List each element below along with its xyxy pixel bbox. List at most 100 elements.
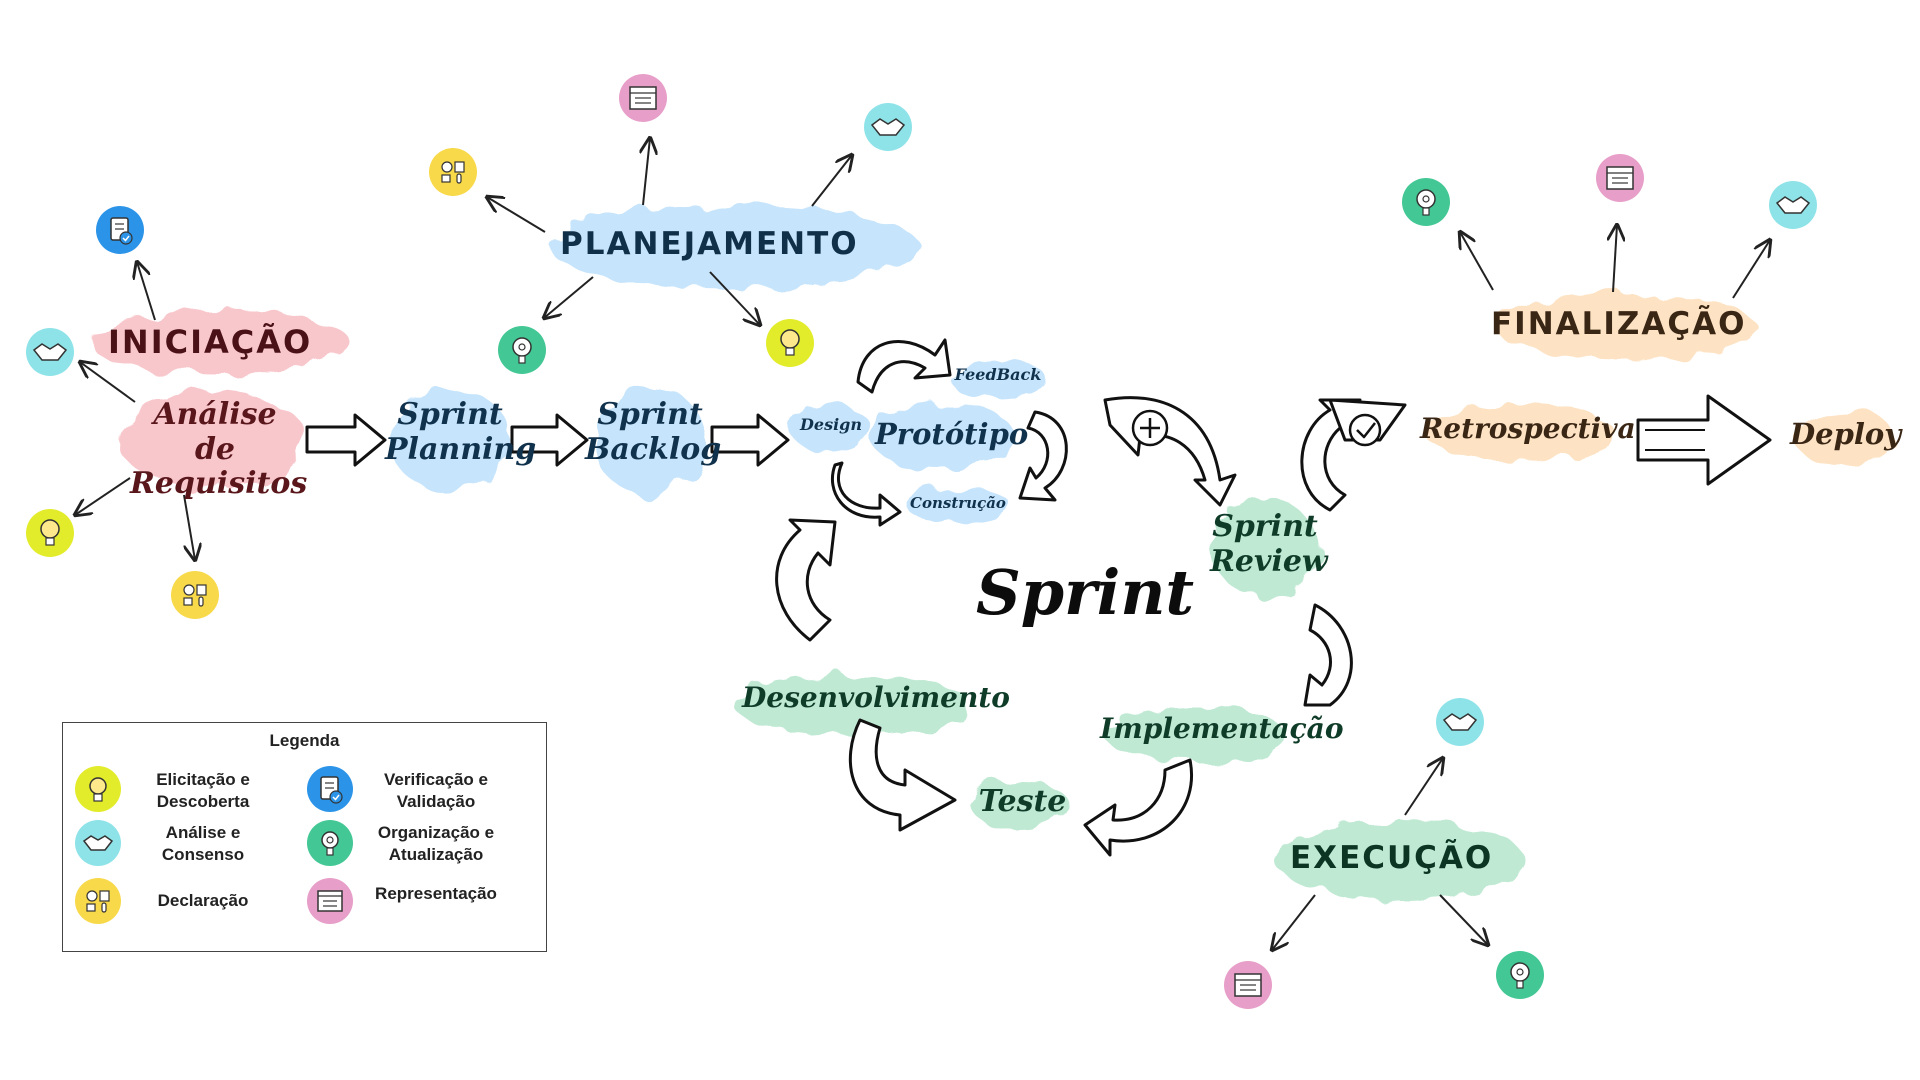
stage-icons: [26, 74, 1817, 1009]
step-construcao: Construção: [910, 494, 1006, 512]
connector-arrow: [137, 262, 156, 321]
legend-label-declaracao: Declaração: [133, 890, 273, 912]
legend-label-line: Representação: [375, 884, 497, 903]
flow-arrow-big-right: [1636, 394, 1772, 486]
lightbulb-icon: [766, 319, 814, 367]
step-line: Análise de: [153, 397, 277, 467]
connector-arrow: [1460, 232, 1494, 291]
phase-execucao: EXECUÇÃO: [1290, 840, 1494, 876]
handshake-icon: [1436, 698, 1484, 746]
connector-arrow: [487, 197, 546, 233]
lightbulb-icon: [75, 766, 121, 812]
connector-arrow: [811, 155, 852, 207]
connector-arrow: [709, 271, 760, 325]
legend: Legenda Elicitação e Descoberta Análise …: [62, 722, 547, 952]
connector-arrow: [544, 276, 594, 318]
step-desenvolvimento: Desenvolvimento: [742, 681, 1010, 714]
step-line: Sprint: [597, 397, 703, 432]
desenvolvimento-highlight: [734, 675, 970, 735]
cycle-arrow-add: [1103, 396, 1237, 507]
gear-head-icon: [1496, 951, 1544, 999]
flow-arrow-right: [510, 413, 589, 467]
flow-arrow-right: [305, 413, 387, 467]
declaration-icon: [171, 571, 219, 619]
check-circle-icon: [1348, 413, 1382, 447]
phase-iniciacao: INICIAÇÃO: [108, 323, 313, 361]
check-circle-icon: [1356, 422, 1376, 439]
legend-label-line: Organização e: [377, 823, 495, 842]
legend-label-elicitacao: Elicitação e Descoberta: [133, 769, 273, 813]
phase-finalizacao: FINALIZAÇÃO: [1491, 306, 1747, 342]
brush-highlights: [90, 205, 1895, 898]
sprint-review-highlight: [1213, 498, 1317, 598]
iniciacao-highlight: [90, 310, 350, 374]
step-teste: Teste: [978, 784, 1067, 819]
teste-highlight: [972, 779, 1068, 831]
handshake-icon: [75, 820, 121, 866]
cycle-arrow: [848, 718, 957, 832]
legend-label-line: Atualização: [388, 845, 484, 865]
step-retrospectiva: Retrospectiva: [1420, 412, 1636, 445]
connector-arrow: [1404, 758, 1443, 816]
legend-label-line: Consenso: [161, 845, 245, 865]
checklist-icon: [96, 206, 144, 254]
legend-label-analise: Análise e Consenso: [133, 822, 273, 866]
step-implementacao: Implementação: [1100, 712, 1344, 745]
handshake-icon: [864, 103, 912, 151]
legend-label-line: Elicitação e: [156, 770, 250, 789]
document-icon: [619, 74, 667, 122]
document-icon: [307, 878, 353, 924]
design-highlight: [790, 404, 870, 452]
step-line: Review: [1210, 543, 1328, 579]
legend-label-line: Verificação e: [384, 770, 488, 789]
cycle-arrow: [1018, 410, 1068, 502]
cycle-arrow: [1083, 758, 1193, 857]
step-sprint-backlog: Sprint Backlog: [585, 397, 722, 467]
construcao-highlight: [906, 487, 1010, 523]
cycle-arrow: [1303, 603, 1353, 707]
analise-highlight: [118, 392, 308, 488]
connector-arrow: [80, 362, 136, 403]
step-feedback: FeedBack: [954, 365, 1042, 384]
step-line: Sprint: [1212, 509, 1318, 544]
step-sprint-planning: Sprint Planning: [385, 397, 537, 467]
sprint-backlog-highlight: [594, 385, 704, 495]
retrospectiva-highlight: [1425, 405, 1615, 461]
connector-arrow: [1272, 894, 1316, 950]
connector-arrow: [75, 477, 131, 515]
lightbulb-icon: [26, 509, 74, 557]
deploy-highlight: [1795, 410, 1895, 466]
implementacao-highlight: [1105, 707, 1285, 763]
cycle-arrow: [830, 461, 902, 527]
legend-label-organizacao: Organização e Atualização: [361, 822, 511, 866]
connector-arrow: [183, 494, 195, 560]
flow-arrows: [305, 394, 1772, 486]
gear-head-icon: [1402, 178, 1450, 226]
cycle-arrow: [775, 518, 837, 642]
step-sprint-review: Sprint Review: [1210, 509, 1328, 579]
flow-arrow-right: [710, 413, 790, 467]
cycle-arrows: [775, 338, 1407, 857]
legend-label-line: Declaração: [157, 891, 249, 910]
connector-arrow: [1439, 894, 1488, 945]
handshake-icon: [1769, 181, 1817, 229]
legend-label-line: Validação: [396, 792, 476, 812]
connector-arrow: [643, 138, 650, 206]
document-icon: [1596, 154, 1644, 202]
prototipo-highlight: [871, 403, 1015, 471]
legend-title: Legenda: [269, 731, 340, 750]
step-line: Planning: [385, 431, 537, 467]
step-line: Requisitos: [130, 466, 308, 501]
cycle-arrow: [856, 338, 952, 394]
connector-arrow: [1732, 240, 1770, 299]
planejamento-highlight: [550, 205, 920, 289]
step-line: Backlog: [585, 431, 722, 467]
finalizacao-highlight: [1495, 292, 1755, 360]
sprint-planning-highlight: [390, 388, 510, 492]
execucao-highlight: [1275, 822, 1525, 898]
feedback-highlight: [950, 359, 1046, 399]
declaration-icon: [75, 878, 121, 924]
step-analise-de-requisitos: Análise de Requisitos: [130, 397, 308, 502]
step-sprint: Sprint: [975, 556, 1195, 629]
